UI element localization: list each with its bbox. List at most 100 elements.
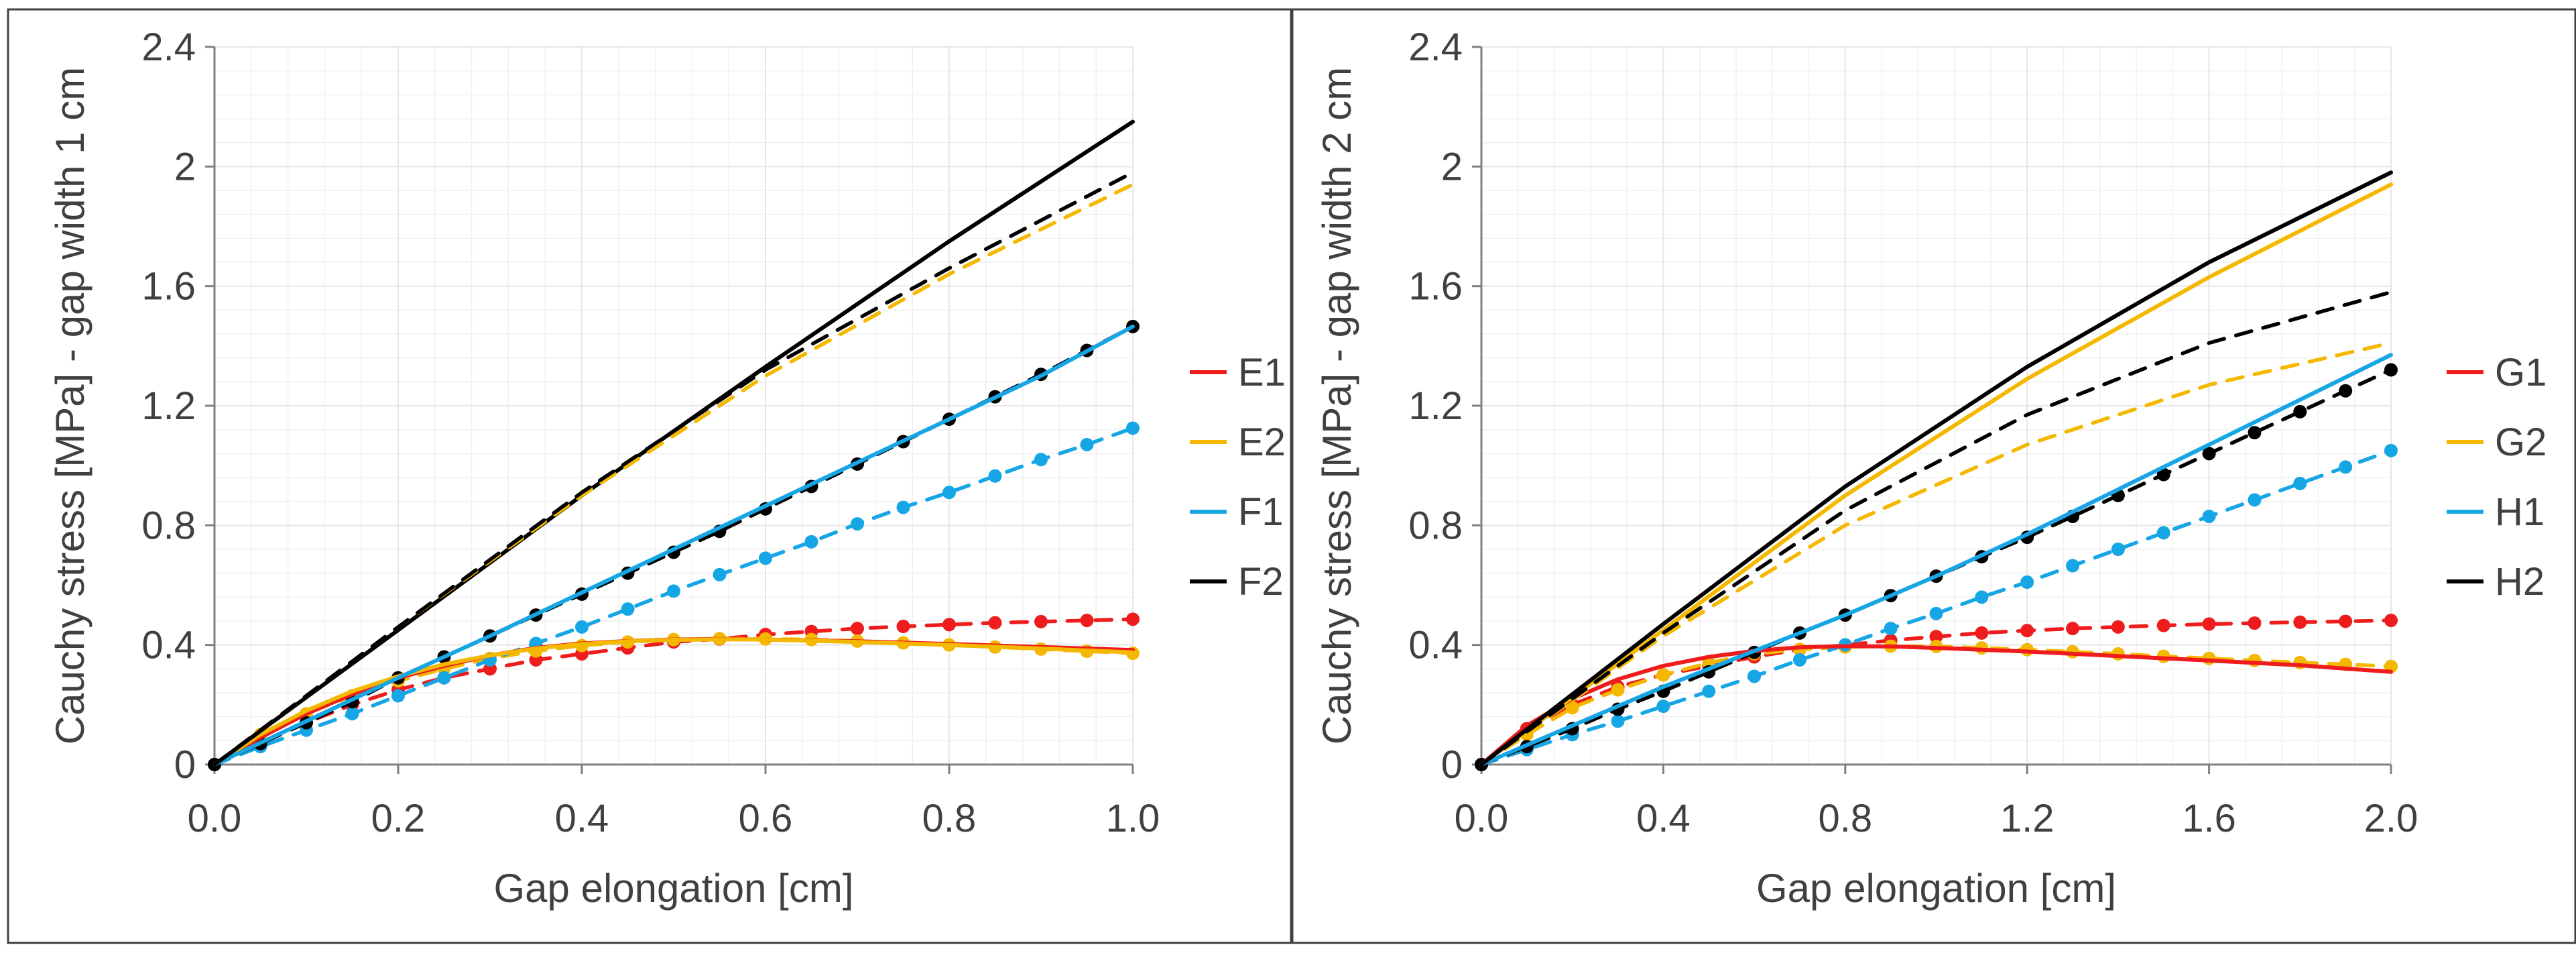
data-point [988,616,1002,630]
series-g2-dashed-no-marker [1479,341,2393,767]
data-point [1080,614,1094,628]
series-h1 [1479,353,2393,767]
series-e2 [212,637,1135,767]
data-point [2293,404,2307,418]
legend-label: H2 [2495,560,2544,604]
y-tick-label: 1.6 [141,265,196,308]
y-tick-label: 0 [1441,743,1463,787]
legend-label: E1 [1238,351,1286,394]
data-point [2384,614,2398,628]
legend-label: E2 [1238,420,1286,464]
data-point [1611,714,1625,728]
data-point [804,535,818,549]
legend-item-g1: G1 [2447,351,2547,394]
series-line [1479,341,2393,767]
data-point [942,486,956,500]
series-line [212,324,1135,767]
data-point [2111,543,2125,556]
data-point [2293,476,2307,490]
series-g2 [1479,182,2393,767]
data-point [2384,363,2398,377]
y-tick-label: 2 [1441,145,1463,188]
series-f1 [212,324,1135,767]
data-point [345,707,359,721]
data-point [2066,559,2080,573]
data-point [391,689,405,703]
data-point [2066,622,2080,636]
data-point [2020,575,2034,589]
y-tick-label: 0.4 [1408,624,1463,667]
data-point [1975,626,1989,640]
data-point [2020,624,2034,638]
x-tick-label: 1.0 [1106,797,1160,840]
x-axis-label: Gap elongation [cm] [1756,866,2116,911]
data-point [2156,467,2170,482]
data-point [2202,447,2216,461]
x-tick-label: 0.0 [1455,797,1509,840]
data-point [2339,384,2353,398]
data-point [1792,653,1806,667]
data-point [2339,614,2353,628]
legend-label: F1 [1238,490,1284,534]
legend: G1 G2 H1 H2 [2447,351,2547,604]
y-tick-label: 2 [174,145,196,188]
data-point [1656,699,1670,714]
data-point [1126,421,1140,435]
data-point [621,602,635,616]
x-tick-label: 1.2 [2000,797,2054,840]
y-tick-label: 2.4 [1408,25,1463,69]
series-line [1479,182,2393,767]
legend-item-h1: H1 [2447,490,2544,534]
x-tick-label: 0.4 [555,797,609,840]
x-tick-label: 0.4 [1636,797,1691,840]
x-tick-label: 0.8 [922,797,977,840]
series-g1 [1479,644,2393,767]
data-point [1702,684,1716,698]
legend-item-h2: H2 [2447,560,2544,604]
data-point [1975,590,1989,604]
data-point [1565,701,1579,715]
x-axis-label: Gap elongation [cm] [494,866,854,911]
legend-item-e2: E2 [1190,420,1286,464]
data-point [1126,612,1140,626]
data-point [988,469,1002,483]
data-point [2156,526,2170,540]
x-tick-label: 0.8 [1818,797,1872,840]
data-point [713,567,727,581]
data-point [2248,426,2262,440]
data-point [1747,669,1762,683]
data-point [2384,443,2398,457]
legend: E1 E2 F1 F2 [1190,351,1286,604]
y-tick-label: 1.2 [1408,384,1463,428]
legend-item-f1: F1 [1190,490,1284,534]
data-point [1034,614,1048,628]
legend-item-g2: G2 [2447,420,2547,464]
y-tick-label: 2.4 [141,25,196,69]
y-tick-label: 1.6 [1408,265,1463,308]
y-axis-label: Cauchy stress [MPa] - gap width 2 cm [1314,67,1359,744]
data-point [2248,493,2262,507]
legend-label: H1 [2495,490,2544,534]
series-line [1479,353,2393,767]
legend-label: F2 [1238,560,1284,604]
data-point [2202,617,2216,631]
y-tick-label: 0 [174,743,196,787]
x-tick-label: 0.0 [188,797,242,840]
y-tick-label: 1.2 [141,384,196,428]
data-point [2339,460,2353,474]
series-h2 [1479,170,2393,767]
series-line [1479,170,2393,767]
chart-panel-1: 0 0.4 0.8 1.2 1.6 2 2.4 0.0 0.2 0.4 0.6 0.8 1.0 Gap e… [7,8,1292,944]
x-tick-label: 0.2 [371,797,426,840]
series-f2-dashed-no-marker [212,170,1135,767]
data-point [667,584,680,598]
data-point [1656,668,1670,682]
y-tick-label: 0.4 [141,624,196,667]
data-point [1929,630,1943,644]
legend-item-f2: F2 [1190,560,1284,604]
data-point [942,618,956,632]
data-point [2248,616,2262,630]
data-point [1884,622,1898,636]
data-point [759,551,772,565]
